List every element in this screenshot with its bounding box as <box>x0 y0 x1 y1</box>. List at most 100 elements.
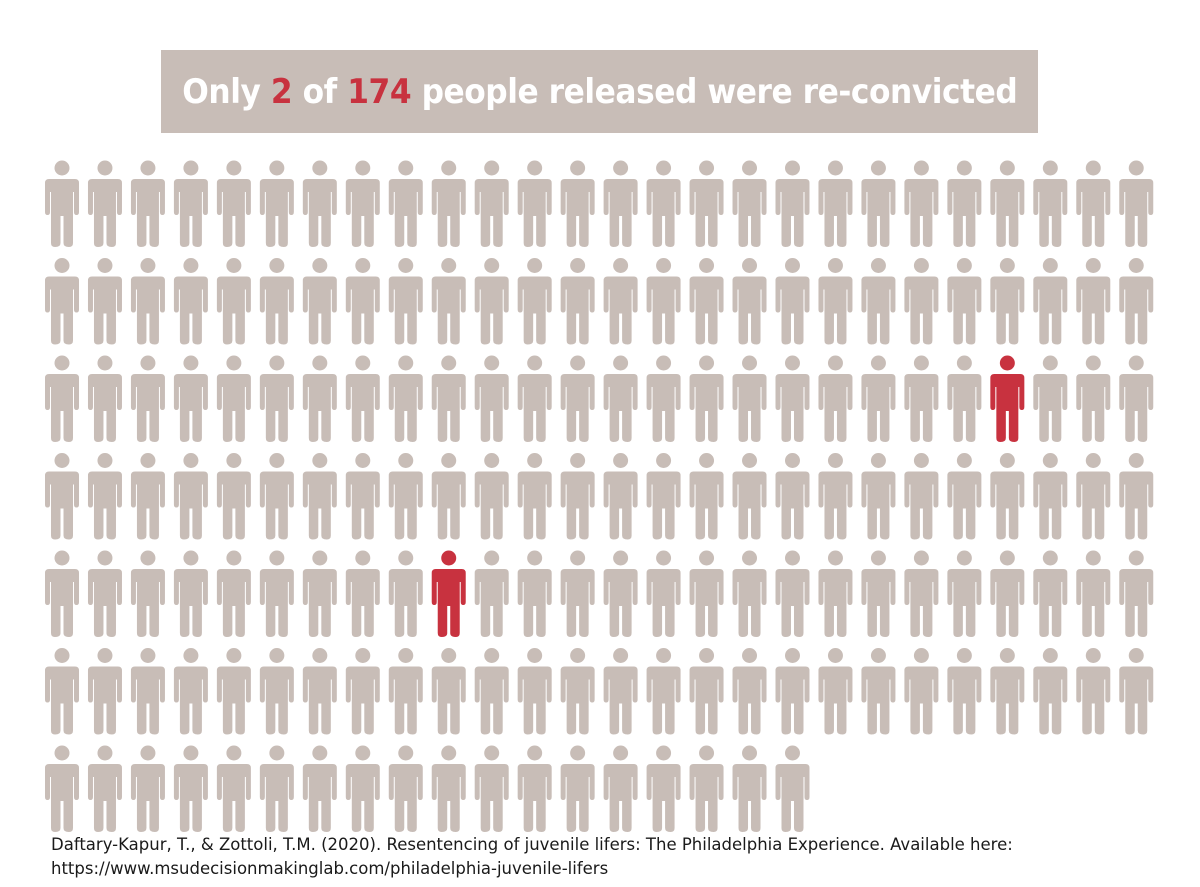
person-icon <box>87 648 122 735</box>
person-icon <box>775 258 810 345</box>
person-icon <box>345 453 380 540</box>
person-icon <box>388 160 423 247</box>
person-icon <box>388 258 423 345</box>
person-icon <box>861 160 896 247</box>
person-icon <box>904 453 939 540</box>
person-icon <box>302 258 337 345</box>
person-icon <box>302 160 337 247</box>
person-icon <box>1119 453 1154 540</box>
person-icon <box>130 258 165 345</box>
title-reconvicted-count: 2 <box>270 71 293 112</box>
person-icon <box>517 453 552 540</box>
person-icon <box>45 355 79 442</box>
person-icon <box>388 648 423 735</box>
person-icon <box>173 258 208 345</box>
person-icon <box>775 160 810 247</box>
person-icon <box>216 258 251 345</box>
person-icon <box>1033 160 1068 247</box>
person-icon <box>861 550 896 637</box>
person-icon <box>603 745 638 832</box>
person-icon <box>646 355 681 442</box>
person-icon <box>259 550 294 637</box>
person-icon <box>904 355 939 442</box>
person-icon <box>45 453 79 540</box>
person-icon <box>517 648 552 735</box>
person-icon <box>517 160 552 247</box>
person-icon <box>345 160 380 247</box>
person-icon <box>216 648 251 735</box>
person-icon <box>474 355 509 442</box>
person-icon <box>173 453 208 540</box>
person-icon <box>45 550 79 637</box>
person-icon <box>1033 648 1068 735</box>
person-icon <box>1076 355 1111 442</box>
person-icon <box>173 550 208 637</box>
person-icon <box>1033 550 1068 637</box>
person-icon <box>603 550 638 637</box>
person-icon <box>732 648 767 735</box>
person-icon <box>560 648 595 735</box>
title-part-2: of <box>291 71 347 112</box>
person-icon <box>474 258 509 345</box>
person-icon <box>388 453 423 540</box>
person-icon <box>732 258 767 345</box>
person-icon <box>947 648 982 735</box>
person-icon <box>345 550 380 637</box>
person-icon <box>818 550 853 637</box>
person-icon <box>861 648 896 735</box>
person-icon <box>431 648 466 735</box>
person-icon <box>87 160 122 247</box>
citation: Daftary-Kapur, T., & Zottoli, T.M. (2020… <box>51 833 1013 881</box>
person-icon <box>947 453 982 540</box>
person-icon <box>861 355 896 442</box>
person-icon <box>130 453 165 540</box>
title-part-1: Only <box>182 71 271 112</box>
person-icon <box>1033 258 1068 345</box>
person-icon <box>1076 550 1111 637</box>
person-icon <box>216 550 251 637</box>
person-icon <box>259 745 294 832</box>
person-icon <box>646 648 681 735</box>
person-icon-reconvicted <box>431 550 466 637</box>
person-icon <box>216 745 251 832</box>
person-icon <box>388 355 423 442</box>
person-icon <box>732 550 767 637</box>
person-icon <box>990 648 1025 735</box>
chart-title: Only 2 of 174 people released were re-co… <box>182 72 1017 112</box>
person-icon <box>431 745 466 832</box>
person-icon <box>130 160 165 247</box>
person-icon <box>904 160 939 247</box>
person-icon <box>302 745 337 832</box>
person-icon <box>45 258 79 345</box>
person-icon <box>431 453 466 540</box>
person-icon <box>1119 258 1154 345</box>
person-icon <box>560 355 595 442</box>
person-icon <box>603 453 638 540</box>
person-icon <box>474 550 509 637</box>
person-icon <box>560 550 595 637</box>
person-icon <box>818 258 853 345</box>
person-icon <box>517 745 552 832</box>
person-icon <box>947 160 982 247</box>
person-icon <box>689 160 724 247</box>
person-icon <box>560 258 595 345</box>
person-icon <box>302 550 337 637</box>
person-icon <box>990 550 1025 637</box>
person-icon <box>818 453 853 540</box>
person-icon <box>216 355 251 442</box>
citation-line-1: Daftary-Kapur, T., & Zottoli, T.M. (2020… <box>51 835 1013 854</box>
person-icon <box>732 355 767 442</box>
person-icon <box>689 453 724 540</box>
person-icon <box>302 453 337 540</box>
person-icon <box>689 355 724 442</box>
person-icon <box>259 355 294 442</box>
person-icon <box>775 453 810 540</box>
person-icon <box>259 160 294 247</box>
person-icon <box>603 648 638 735</box>
person-icon <box>904 258 939 345</box>
person-icon <box>130 550 165 637</box>
person-icon <box>1033 355 1068 442</box>
person-icon <box>45 160 79 247</box>
person-icon <box>130 355 165 442</box>
